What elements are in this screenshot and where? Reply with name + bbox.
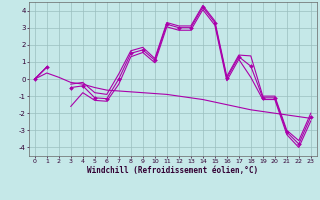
X-axis label: Windchill (Refroidissement éolien,°C): Windchill (Refroidissement éolien,°C)	[87, 166, 258, 175]
